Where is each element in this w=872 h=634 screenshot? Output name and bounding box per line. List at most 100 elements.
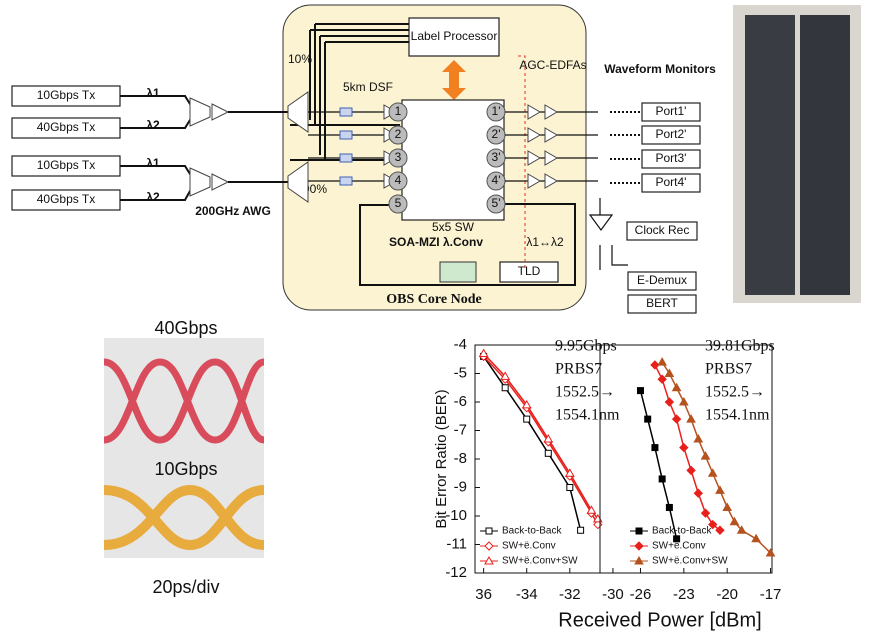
y-tick-label: -9 — [454, 478, 467, 495]
rack — [745, 15, 795, 295]
data-point — [687, 415, 695, 422]
annotation: 1552.5→ — [555, 384, 615, 401]
data-point — [723, 503, 731, 510]
annotation: 1552.5→ — [705, 384, 765, 401]
data-point — [680, 398, 688, 405]
tx-label: 40Gbps Tx — [37, 192, 95, 206]
port-label: Port3' — [656, 151, 687, 165]
series-line — [640, 391, 676, 539]
in-port-label: 4 — [395, 173, 402, 187]
split-top: 10% — [288, 52, 312, 66]
clock-label: Clock Rec — [635, 223, 690, 237]
annotation: 39.81Gbps — [705, 338, 775, 355]
out-port-label: 5' — [492, 196, 501, 210]
plot-frame — [600, 345, 772, 573]
in-port-label: 5 — [395, 196, 402, 210]
x-tick-label: -23 — [673, 586, 695, 603]
x-tick-label: 36 — [475, 586, 492, 603]
data-point — [578, 527, 584, 533]
data-point — [652, 445, 658, 451]
data-point — [545, 450, 551, 456]
data-point — [666, 504, 672, 510]
demux-label: E-Demux — [637, 273, 687, 287]
data-point — [716, 486, 724, 493]
data-point — [645, 416, 651, 422]
dsf-label: 5km DSF — [343, 80, 393, 94]
receiver-lines — [590, 198, 628, 270]
port-label: Port4' — [656, 175, 687, 189]
dsf — [340, 108, 352, 116]
x-axis-label: Received Power [dBm] — [558, 609, 761, 631]
out-port-label: 4' — [492, 173, 501, 187]
mux — [190, 98, 228, 126]
tx-label: 10Gbps Tx — [37, 158, 95, 172]
eye-scale: 20ps/div — [152, 577, 219, 597]
dsf — [340, 154, 352, 162]
y-tick-label: -7 — [454, 421, 467, 438]
data-point — [673, 384, 681, 391]
x-tick-label: -34 — [516, 586, 538, 603]
awg-label: 200GHz AWG — [195, 204, 271, 218]
lambda: λ1 — [146, 156, 160, 170]
data-point — [687, 466, 695, 474]
out-port-label: 2' — [492, 127, 501, 141]
y-tick-label: -11 — [446, 535, 467, 552]
y-tick-label: -5 — [454, 364, 467, 381]
conversion-label: λ1↔λ2 — [526, 235, 564, 249]
legend-label: SW+ë.Conv — [652, 541, 706, 552]
rack — [800, 15, 850, 295]
switch-label: 5x5 SW — [432, 220, 475, 234]
data-point — [637, 388, 643, 394]
mzi — [440, 262, 476, 282]
legend-label: Back-to-Back — [652, 526, 712, 537]
data-point — [567, 485, 573, 491]
figure: Label Processor 5x5 SW SOA-MZI λ.Conv λ1… — [0, 0, 872, 634]
x-tick-label: -20 — [716, 586, 738, 603]
mux — [190, 168, 228, 196]
annotation: PRBS7 — [555, 361, 602, 378]
y-tick-label: -12 — [445, 564, 467, 581]
data-point — [659, 476, 665, 482]
dsf — [340, 177, 352, 185]
legend-marker — [485, 542, 493, 550]
data-point — [665, 370, 673, 377]
legend-label: Back-to-Back — [502, 526, 562, 537]
x-tick-label: -30 — [602, 586, 624, 603]
annotation: PRBS7 — [705, 361, 752, 378]
data-point — [702, 452, 710, 459]
label-processor: Label Processor — [411, 29, 498, 43]
data-point — [665, 398, 673, 406]
lambda: λ2 — [146, 118, 160, 132]
y-tick-label: -8 — [454, 450, 467, 467]
y-tick-label: -6 — [454, 393, 467, 410]
data-point — [702, 509, 710, 517]
y-axis-label: Bit Error Ratio (BER) — [433, 389, 450, 528]
edfa-label: AGC-EDFAs — [519, 58, 586, 72]
x-tick-label: -17 — [760, 586, 782, 603]
annotation: 1554.1nm — [705, 407, 770, 424]
eye-panel — [104, 338, 264, 558]
data-point — [673, 415, 681, 423]
data-point — [502, 385, 508, 391]
legend-label: SW+ë.Conv — [502, 541, 556, 552]
series-line — [484, 356, 581, 530]
lambda: λ1 — [146, 86, 160, 100]
data-point — [658, 358, 666, 365]
data-point — [752, 535, 760, 542]
out-port-label: 3' — [492, 150, 501, 164]
port-label: Port1' — [656, 104, 687, 118]
data-point — [730, 518, 738, 525]
in-port-label: 2 — [395, 127, 402, 141]
x-tick-label: -26 — [630, 586, 652, 603]
legend-label: SW+ë.Conv+SW — [502, 556, 578, 567]
legend-marker — [636, 528, 642, 534]
eye-top-label: 40Gbps — [154, 318, 217, 338]
eye-bottom-label: 10Gbps — [154, 459, 217, 479]
annotation: 1554.1nm — [555, 407, 620, 424]
monitors-label: Waveform Monitors — [604, 62, 716, 76]
tx-label: 10Gbps Tx — [37, 88, 95, 102]
legend-label: SW+ë.Conv+SW — [652, 556, 728, 567]
data-point — [694, 489, 702, 497]
data-point — [709, 469, 717, 476]
in-port-label: 3 — [395, 150, 402, 164]
